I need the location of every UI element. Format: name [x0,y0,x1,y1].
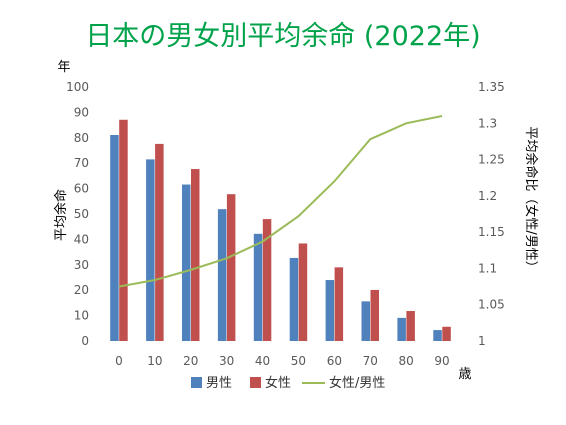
y2-tick-label: 1.15 [478,225,505,239]
x-tick-label: 50 [291,354,306,368]
legend-label-male: 男性 [206,376,232,391]
x-tick-label: 10 [147,354,162,368]
bar-female [406,311,415,341]
bar-male [110,135,119,341]
bar-female [191,169,200,341]
y2-tick-label: 1.35 [478,80,505,94]
y-tick-label: 60 [74,182,89,196]
legend-swatch-female [250,377,261,388]
y-tick-label: 40 [74,232,89,246]
y-tick-label: 80 [74,131,89,145]
bar-female [442,326,451,341]
bar-female [298,243,308,341]
bar-male [397,317,406,341]
x-tick-label: 80 [399,354,414,368]
y2-tick-label: 1.2 [478,189,497,203]
y-tick-label: 0 [81,334,89,348]
y-tick-label: 100 [66,80,89,94]
y-tick-label: 50 [74,207,89,221]
bar-male [182,184,191,341]
x-tick-label: 60 [327,354,342,368]
legend: 男性 女性 女性/男性 [191,375,385,391]
y2-tick-label: 1.05 [478,298,505,312]
bar-female [262,219,272,341]
left-axis-ticks: 0 10 20 30 40 50 60 70 80 90 100 [66,80,89,348]
bar-male [361,301,370,341]
bar-female [226,194,236,341]
y2-tick-label: 1.1 [478,261,497,275]
right-axis-ticks: 1 1.05 1.1 1.15 1.2 1.25 1.3 1.35 [478,80,505,348]
legend-label-ratio: 女性/男性 [329,375,385,391]
bar-male [289,257,299,341]
bar-female [119,119,128,342]
y2-tick-label: 1 [478,334,486,348]
chart-title: 日本の男女別平均余命 (2022年) [85,21,481,52]
bar-male [433,330,442,341]
legend-label-female: 女性 [265,375,291,391]
bar-female [370,289,379,341]
x-axis-ticks: 0 10 20 30 40 50 60 70 80 90 [115,354,450,368]
ratio-line-layer [118,115,443,288]
y-tick-label: 20 [74,283,89,297]
bar-group [110,119,451,342]
y-tick-label: 90 [74,105,89,119]
y2-tick-label: 1.25 [478,153,505,167]
bar-female [334,267,344,341]
bar-male [325,280,335,341]
legend-swatch-male [191,377,202,388]
y-axis-unit: 年 [57,60,70,75]
y2-axis-title: 平均余命比（女性/男性） [523,126,539,273]
x-tick-label: 40 [255,354,270,368]
bar-male [146,159,155,341]
y-tick-label: 30 [74,258,89,272]
y-tick-label: 70 [74,156,89,170]
bar-male [217,209,227,341]
x-tick-label: 70 [363,354,378,368]
y-axis-title: 平均余命 [53,189,69,241]
ratio-line [118,115,443,288]
x-tick-label: 30 [219,354,234,368]
bar-male [253,233,263,341]
y2-tick-label: 1.3 [478,116,497,130]
x-tick-label: 90 [434,354,449,368]
x-tick-label: 20 [183,354,198,368]
x-axis-title: 歳 [458,367,471,382]
bar-female [155,143,164,341]
y-tick-label: 10 [74,309,89,323]
x-tick-label: 0 [115,354,123,368]
